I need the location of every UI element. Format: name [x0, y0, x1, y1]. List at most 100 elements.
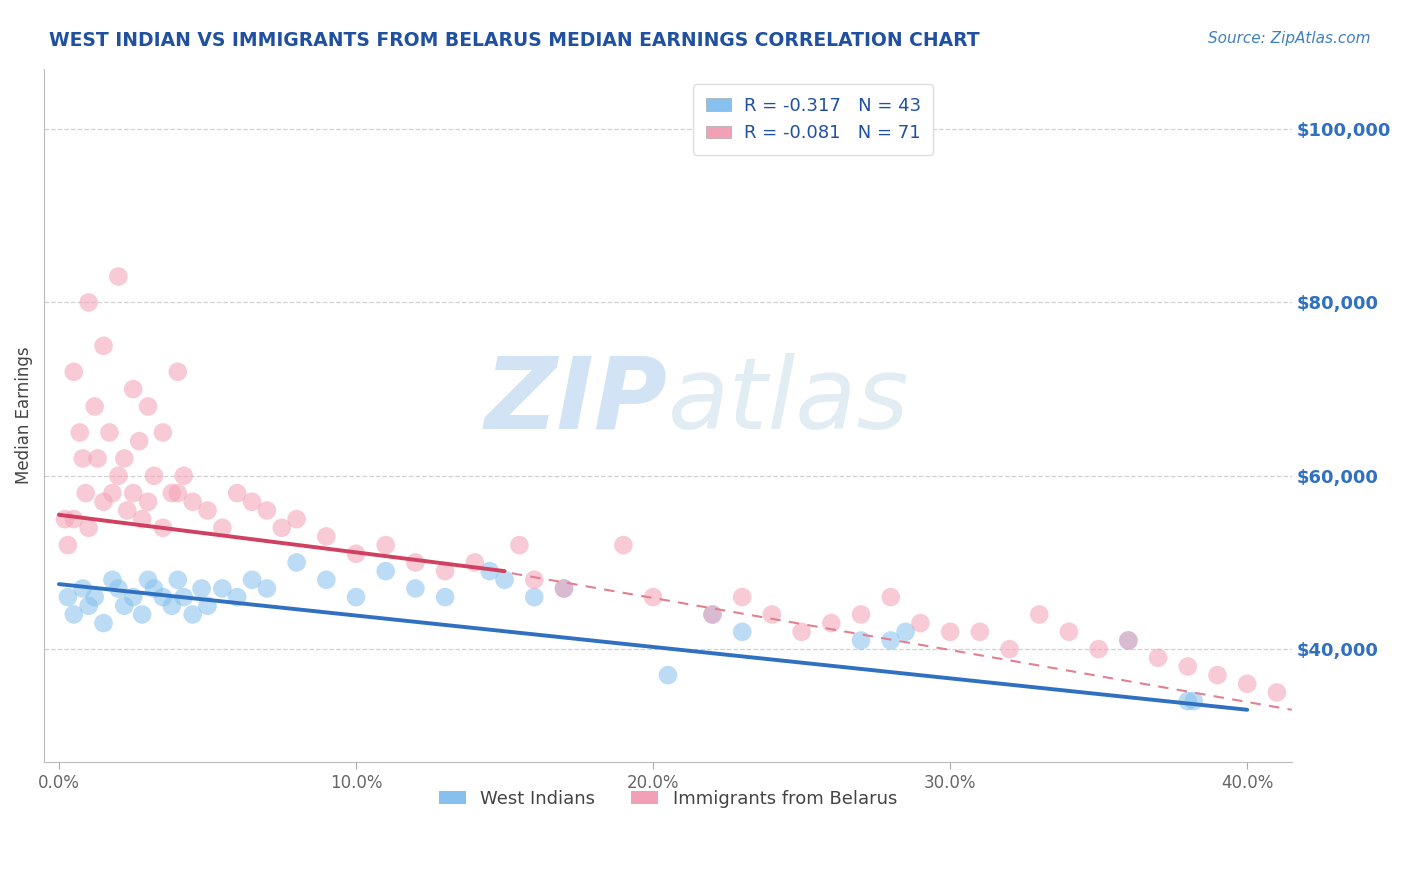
- Point: [1147, 650, 1170, 665]
- Point: [72, 582, 94, 596]
- Point: [131, 607, 153, 622]
- Point: [1177, 659, 1199, 673]
- Text: ZIP: ZIP: [485, 352, 668, 450]
- Point: [122, 382, 145, 396]
- Point: [136, 573, 159, 587]
- Point: [128, 434, 150, 449]
- Point: [112, 599, 135, 613]
- Point: [63, 365, 86, 379]
- Point: [83, 590, 105, 604]
- Point: [1057, 624, 1080, 639]
- Point: [152, 590, 174, 604]
- Point: [143, 582, 166, 596]
- Point: [315, 573, 337, 587]
- Point: [761, 607, 783, 622]
- Point: [731, 590, 754, 604]
- Point: [93, 616, 115, 631]
- Point: [152, 521, 174, 535]
- Point: [1028, 607, 1050, 622]
- Y-axis label: Median Earnings: Median Earnings: [15, 346, 32, 484]
- Point: [166, 573, 188, 587]
- Point: [374, 564, 396, 578]
- Point: [256, 503, 278, 517]
- Point: [434, 564, 457, 578]
- Point: [77, 521, 100, 535]
- Point: [173, 590, 195, 604]
- Point: [72, 451, 94, 466]
- Point: [122, 486, 145, 500]
- Point: [131, 512, 153, 526]
- Point: [820, 616, 842, 631]
- Point: [211, 582, 233, 596]
- Point: [101, 573, 124, 587]
- Point: [374, 538, 396, 552]
- Point: [101, 486, 124, 500]
- Point: [1236, 677, 1258, 691]
- Point: [880, 590, 903, 604]
- Point: [197, 599, 219, 613]
- Point: [1087, 642, 1109, 657]
- Point: [315, 529, 337, 543]
- Point: [69, 425, 91, 440]
- Point: [641, 590, 664, 604]
- Point: [93, 495, 115, 509]
- Point: [523, 590, 546, 604]
- Point: [136, 495, 159, 509]
- Point: [53, 512, 76, 526]
- Point: [285, 512, 308, 526]
- Point: [939, 624, 962, 639]
- Point: [143, 468, 166, 483]
- Point: [160, 486, 183, 500]
- Point: [1118, 633, 1140, 648]
- Point: [494, 573, 516, 587]
- Point: [56, 590, 79, 604]
- Point: [181, 607, 204, 622]
- Point: [1206, 668, 1229, 682]
- Point: [553, 582, 575, 596]
- Point: [1265, 685, 1288, 699]
- Point: [83, 400, 105, 414]
- Point: [112, 451, 135, 466]
- Point: [98, 425, 121, 440]
- Point: [344, 590, 367, 604]
- Point: [1177, 694, 1199, 708]
- Point: [612, 538, 634, 552]
- Point: [75, 486, 97, 500]
- Point: [553, 582, 575, 596]
- Point: [894, 624, 917, 639]
- Point: [464, 556, 486, 570]
- Point: [152, 425, 174, 440]
- Point: [790, 624, 813, 639]
- Point: [117, 503, 139, 517]
- Point: [160, 599, 183, 613]
- Point: [270, 521, 292, 535]
- Point: [702, 607, 724, 622]
- Point: [657, 668, 679, 682]
- Point: [1118, 633, 1140, 648]
- Point: [107, 582, 129, 596]
- Point: [478, 564, 501, 578]
- Point: [849, 633, 872, 648]
- Point: [523, 573, 546, 587]
- Text: WEST INDIAN VS IMMIGRANTS FROM BELARUS MEDIAN EARNINGS CORRELATION CHART: WEST INDIAN VS IMMIGRANTS FROM BELARUS M…: [49, 31, 980, 50]
- Point: [434, 590, 457, 604]
- Point: [404, 582, 426, 596]
- Point: [181, 495, 204, 509]
- Point: [404, 556, 426, 570]
- Point: [240, 573, 263, 587]
- Point: [173, 468, 195, 483]
- Point: [240, 495, 263, 509]
- Point: [344, 547, 367, 561]
- Point: [226, 590, 249, 604]
- Point: [226, 486, 249, 500]
- Point: [122, 590, 145, 604]
- Point: [508, 538, 530, 552]
- Point: [849, 607, 872, 622]
- Point: [93, 339, 115, 353]
- Point: [136, 400, 159, 414]
- Point: [880, 633, 903, 648]
- Point: [86, 451, 108, 466]
- Point: [285, 556, 308, 570]
- Point: [190, 582, 212, 596]
- Point: [197, 503, 219, 517]
